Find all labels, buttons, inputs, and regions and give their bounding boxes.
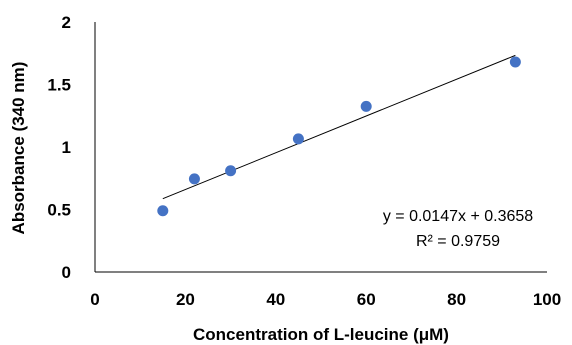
data-point <box>292 133 304 145</box>
y-tick-label: 2 <box>62 13 71 32</box>
data-point <box>509 56 521 68</box>
x-tick-label: 100 <box>533 290 561 309</box>
x-tick-labels: 0 20 40 60 80 100 <box>90 290 561 309</box>
axes <box>94 22 547 273</box>
data-points <box>157 56 521 217</box>
r-squared-label: R² = 0.9759 <box>416 233 500 250</box>
data-point <box>157 205 169 217</box>
data-point <box>225 165 237 177</box>
y-tick-label: 1.5 <box>47 76 71 95</box>
x-tick-label: 60 <box>357 290 376 309</box>
x-tick-label: 80 <box>447 290 466 309</box>
data-point <box>360 100 372 112</box>
x-tick-label: 0 <box>90 290 99 309</box>
x-tick-label: 40 <box>266 290 285 309</box>
y-axis-title: Absorbance (340 nm) <box>9 62 28 235</box>
y-tick-label: 0.5 <box>47 201 71 220</box>
y-tick-label: 0 <box>62 263 71 282</box>
x-tick-label: 20 <box>176 290 195 309</box>
data-point <box>188 173 200 185</box>
y-tick-label: 1 <box>62 138 71 157</box>
y-tick-labels: 0 0.5 1 1.5 2 <box>47 13 71 282</box>
x-axis-title: Concentration of L-leucine (μM) <box>193 325 449 344</box>
trendline-equation: y = 0.0147x + 0.3658 <box>383 208 533 225</box>
trendline <box>162 54 516 200</box>
